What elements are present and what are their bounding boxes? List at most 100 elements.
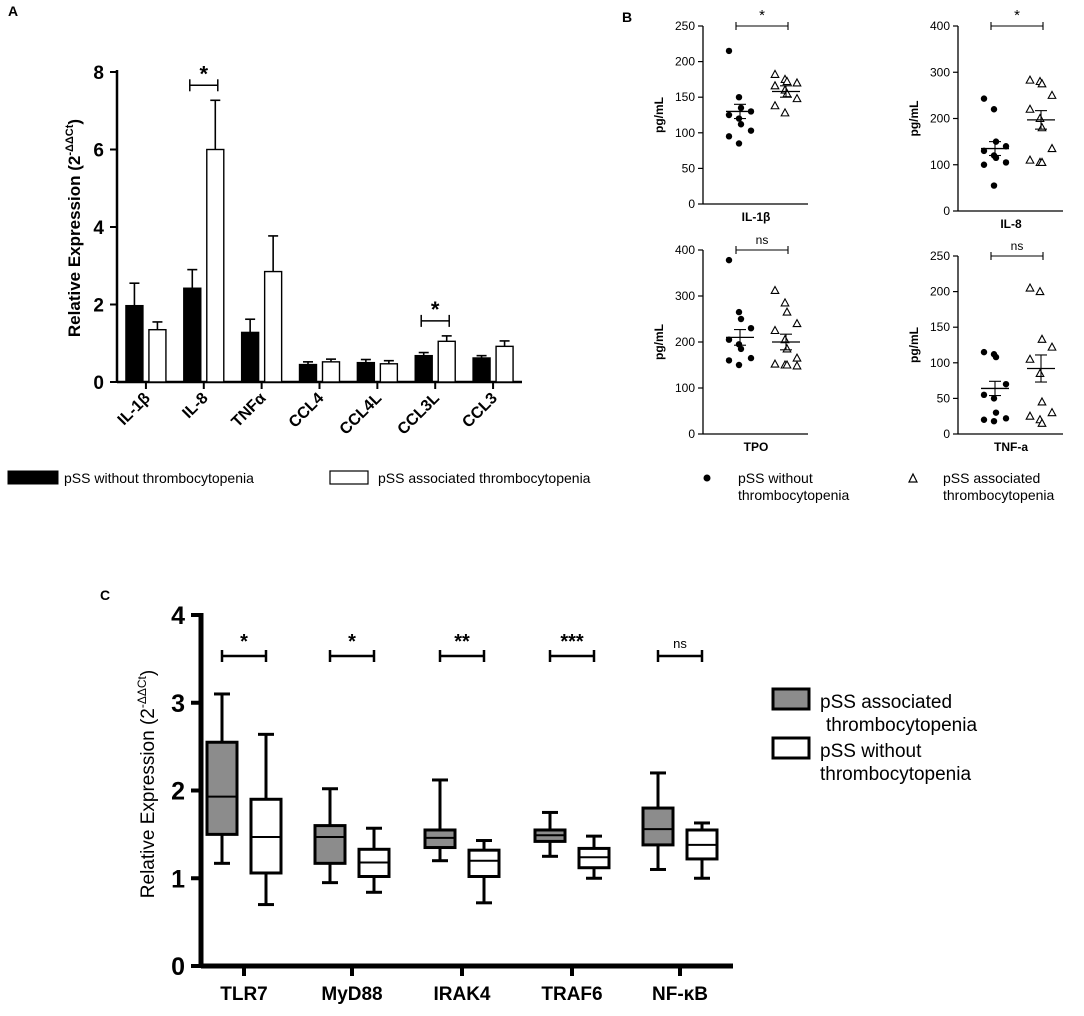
panel-a-bar bbox=[414, 354, 433, 383]
panel-b-point bbox=[792, 352, 802, 362]
panel-a-ytick-label: 4 bbox=[93, 218, 104, 239]
panel-b-point bbox=[747, 325, 755, 332]
panel-b-xlabel: IL-8 bbox=[1000, 217, 1022, 231]
panel-b-ylabel: pg/mL bbox=[652, 324, 666, 360]
panel-a-category-label: CCL4L bbox=[337, 390, 386, 439]
panel-c-axes: 0 1 2 3 4 TLR7 MyD88 IRAK4 TRAF6 NF-κB bbox=[171, 602, 733, 1005]
panel-b-point bbox=[1025, 154, 1035, 164]
panel-b-ytick-label: 400 bbox=[675, 243, 695, 257]
panel-b-point bbox=[980, 391, 988, 399]
legend-b-associated-line2: thrombocytopenia bbox=[943, 487, 1055, 503]
panel-b-ytick-label: 250 bbox=[930, 249, 950, 263]
panel-c-box bbox=[205, 740, 239, 836]
panel-b-point bbox=[1037, 157, 1047, 166]
panel-a-bar bbox=[356, 361, 376, 383]
panel-b-point bbox=[1047, 407, 1057, 417]
panel-b-point bbox=[1025, 74, 1035, 84]
panel-c-category-label: NF-κB bbox=[652, 984, 708, 1005]
panel-b-point bbox=[770, 285, 780, 295]
panel-b-point bbox=[725, 111, 733, 119]
panel-b-ytick-label: 50 bbox=[682, 161, 696, 175]
panel-a-sig-label: * bbox=[431, 297, 440, 322]
panel-b-point bbox=[770, 69, 780, 78]
panel-b-point bbox=[792, 318, 802, 328]
panel-b-ytick-label: 250 bbox=[675, 19, 695, 33]
panel-b-ylabel: pg/mL bbox=[907, 327, 921, 363]
panel-b-ytick-label: 50 bbox=[937, 391, 951, 405]
panel-c-letter: C bbox=[100, 587, 110, 603]
panel-b-point bbox=[980, 161, 988, 168]
panel-b-scatter-charts: 0 50 100 150 200 250 pg/mL IL-1β * 0 100 200 300 400 p… bbox=[652, 7, 1063, 454]
panel-c-boxes: * * ** *** ns bbox=[205, 631, 719, 907]
panel-b-point bbox=[1035, 368, 1045, 378]
panel-b-sig-label: ns bbox=[756, 233, 769, 247]
panel-b-point bbox=[770, 325, 780, 335]
panel-b-ylabel: pg/mL bbox=[907, 101, 921, 137]
legend-a-associated-swatch bbox=[329, 470, 369, 485]
panel-b-point bbox=[725, 336, 733, 343]
panel-b-point bbox=[782, 88, 792, 98]
panel-b-point bbox=[1047, 143, 1057, 153]
panel-b-point bbox=[980, 416, 988, 423]
panel-c-sig-label: ** bbox=[454, 631, 470, 653]
panel-b-point bbox=[735, 308, 743, 316]
panel-b-point bbox=[1037, 396, 1047, 406]
panel-b-point bbox=[737, 104, 745, 112]
panel-b-point bbox=[792, 360, 802, 370]
panel-b-point bbox=[1025, 354, 1035, 363]
legend-b-associated-line1: pSS associated bbox=[943, 470, 1040, 486]
panel-b-point bbox=[792, 93, 802, 103]
panel-a-bar bbox=[321, 361, 341, 383]
panel-b-ytick-label: 200 bbox=[930, 285, 950, 299]
panel-c-box bbox=[641, 806, 675, 847]
panel-c-ytick-label: 4 bbox=[171, 602, 185, 630]
legend-b-circle-marker bbox=[703, 474, 711, 482]
panel-b-ytick-label: 0 bbox=[943, 204, 950, 218]
panel-b-point bbox=[770, 100, 780, 110]
panel-b-point bbox=[725, 357, 733, 364]
panel-b-point bbox=[1002, 159, 1010, 166]
panel-a-bar bbox=[472, 357, 491, 383]
panel-b-point bbox=[747, 354, 755, 362]
panel-c-category-label: TRAF6 bbox=[541, 984, 602, 1005]
panel-b-xlabel: TPO bbox=[744, 440, 769, 454]
panel-b-sig-label: ns bbox=[1011, 239, 1024, 253]
panel-b-point bbox=[735, 361, 743, 369]
panel-a-ytick-label: 8 bbox=[93, 63, 104, 84]
panel-b-point bbox=[792, 77, 802, 87]
panel-b-point bbox=[737, 315, 745, 323]
panel-a-ylabel: Relative Expression (2-ΔΔCt) bbox=[64, 119, 84, 337]
panel-a-bar bbox=[125, 304, 144, 383]
panel-a-bar bbox=[183, 287, 202, 383]
panel-a-category-label: CCL3 bbox=[459, 390, 501, 432]
panel-a-category-label: IL-1β bbox=[115, 390, 154, 429]
panel-b-point bbox=[725, 133, 733, 140]
panel-a-category-label: IL-8 bbox=[179, 390, 211, 422]
panel-a-bar bbox=[263, 270, 283, 383]
panel-b-point bbox=[782, 306, 792, 316]
legend-b-without-line2: thrombocytopenia bbox=[738, 487, 850, 503]
panel-c-ytick-label: 1 bbox=[171, 865, 185, 893]
legend-c-associated-line1: pSS associated bbox=[820, 692, 952, 713]
panel-b-sig-label: * bbox=[759, 7, 765, 24]
panel-b-point bbox=[1037, 78, 1047, 88]
panel-a-bar bbox=[206, 148, 225, 383]
panel-a-category-label: CCL4 bbox=[286, 390, 328, 432]
panel-b-ytick-label: 300 bbox=[930, 65, 950, 79]
panel-c-ylabel: Relative Expression (2-ΔΔCt) bbox=[135, 670, 159, 898]
panel-b-subplot: 0 100 200 300 400 pg/mL IL-8 * bbox=[907, 7, 1063, 231]
panel-b-point bbox=[980, 348, 988, 356]
panel-b-xlabel: TNF-a bbox=[994, 440, 1028, 454]
legend-c-associated-swatch bbox=[771, 687, 811, 711]
panel-a-bar bbox=[437, 340, 456, 383]
panel-b-sig-label: * bbox=[1014, 7, 1020, 24]
legend-c-without-line1: pSS without bbox=[820, 741, 922, 762]
panel-b-subplot: 0 50 100 150 200 250 pg/mL TNF-a ns bbox=[907, 239, 1063, 454]
legend-a-associated-label: pSS associated thrombocytopenia bbox=[378, 470, 591, 486]
panel-a-letter: A bbox=[8, 3, 18, 19]
panel-b-ytick-label: 150 bbox=[675, 90, 695, 104]
legend-c-associated-line2: thrombocytopenia bbox=[826, 715, 977, 736]
panel-b-point bbox=[1025, 282, 1035, 292]
legend-c-without-line2: thrombocytopenia bbox=[820, 764, 971, 785]
panel-b-point bbox=[980, 95, 988, 102]
